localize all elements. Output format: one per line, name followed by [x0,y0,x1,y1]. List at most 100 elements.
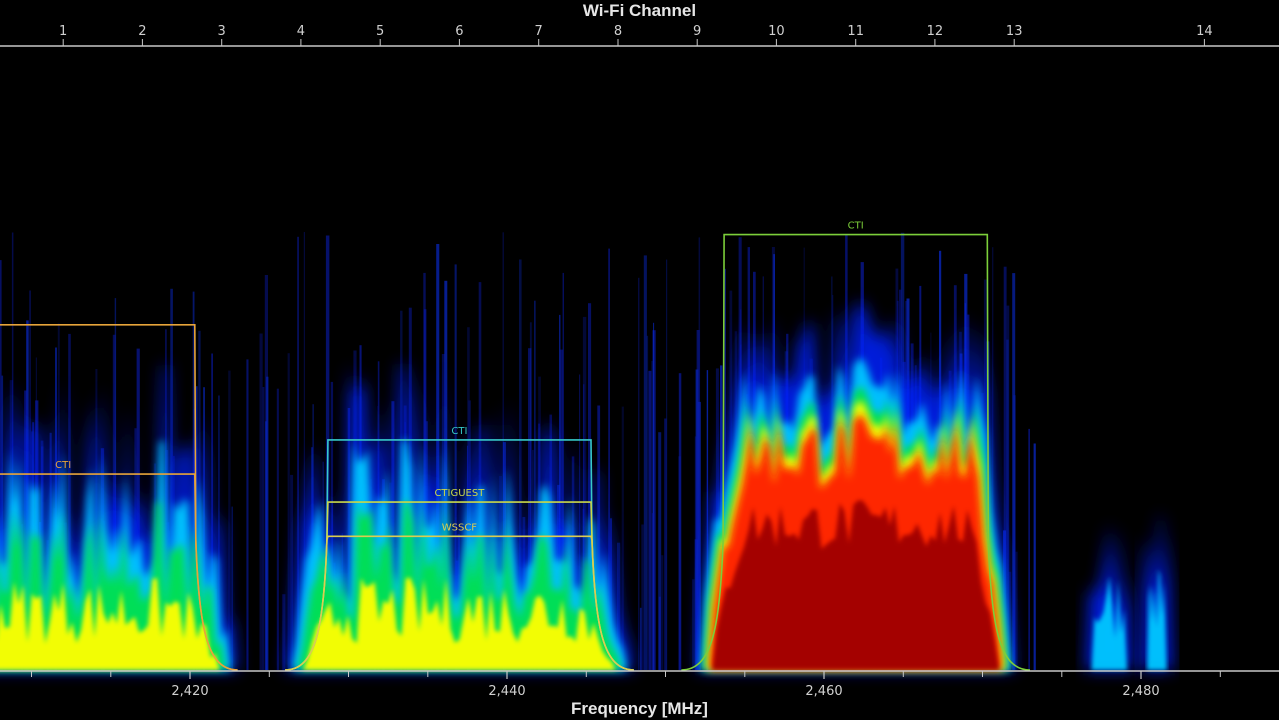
spectrum-spike [290,474,294,670]
spectrum-spike [608,248,610,670]
network-footprint-5 [681,233,1031,671]
spectrum-spike [1006,305,1010,670]
frequency-label-2: 2,460 [805,684,842,699]
signal-layer-3-1 [1091,576,1128,670]
spectrum-spike [641,524,644,670]
signal-blobs [0,302,1173,670]
spectrum-spike [265,421,267,670]
spectrum-spike [1012,273,1016,670]
spectrum-spike [303,232,305,670]
spectrum-spike [706,370,709,670]
spectrum-spike [588,303,592,670]
spectrum-spike [1,375,4,670]
spectrum-spike [436,244,440,670]
spectrum-spike [658,432,662,670]
network-footprint-4 [285,535,634,671]
frequency-label-1: 2,440 [488,684,525,699]
spectrum-spike [231,506,233,670]
spectrum-spike [661,555,664,670]
spectrum-spike [698,237,701,670]
spectrum-spike [639,607,642,670]
spectrum-spike [114,298,117,670]
spectrum-spike [276,388,279,670]
spectrum-spike [658,596,661,670]
top-axis-title: Wi-Fi Channel [582,1,697,20]
channel-label-4: 4 [297,24,305,39]
signal-layer-4-1 [1147,569,1167,670]
spectrum-spike [1015,551,1018,670]
spectrum-spike [287,353,290,670]
spectrum-spike [559,314,561,670]
network-footprint-1 [0,473,238,671]
channel-label-6: 6 [455,24,463,39]
spectrum-spike [653,322,655,670]
spectrum-spike [694,436,697,670]
spectrum-spike [651,513,655,670]
spectrum-spike [1006,339,1009,670]
signal-layer-1-3 [303,577,616,670]
network-footprints: CTI CTI CTIGUEST WSSCF CTI [0,221,1031,671]
spectrum-spike [643,255,647,670]
spectrum-spike [330,381,334,670]
signal-layer-2-5 [712,500,1000,670]
spectrum-spike [454,264,457,670]
frequency-label-0: 2,420 [171,684,208,699]
spectrum-spike [678,373,682,670]
network-label-5: CTI [848,221,864,232]
channel-label-14: 14 [1196,24,1213,39]
spectrum-spike [648,370,652,670]
spectrum-spike [246,359,249,670]
spectrum-spike [582,316,587,670]
axes: 1 2 3 4 5 6 7 8 9 10 11 12 13 142,420 2,440 2,460 2,480 [0,24,1279,699]
channel-label-2: 2 [138,24,146,39]
spectrum-spike [559,349,563,670]
network-label-4: WSSCF [442,522,478,533]
bottom-axis-title: Frequency [MHz] [571,699,708,718]
channel-label-7: 7 [535,24,543,39]
spectrum-spike [646,335,649,670]
spectrum-spike [282,594,286,670]
channel-label-5: 5 [376,24,384,39]
channel-label-9: 9 [693,24,701,39]
spectrum-spike [519,259,522,670]
spectrum-spike [68,333,71,670]
channel-label-12: 12 [927,24,944,39]
spectrum-spike [579,374,581,670]
spectrum-spike [666,259,668,670]
network-label-2: CTI [451,426,467,437]
spectrum-spike [651,360,653,670]
network-label-1: CTI [55,460,71,471]
spectrum-spike [562,272,564,670]
channel-label-3: 3 [218,24,226,39]
spectrum-spike [262,387,265,670]
channel-label-8: 8 [614,24,622,39]
spectrum-spike [211,353,213,670]
channel-label-10: 10 [768,24,785,39]
frequency-label-3: 2,480 [1122,684,1159,699]
spectrum-spike [1033,443,1036,670]
channel-label-13: 13 [1006,24,1023,39]
spectrum-spike [528,348,532,670]
spectrum-spike [112,334,116,670]
spectrum-spike [1003,266,1007,670]
spectrum-spike [534,300,536,670]
spectrum-spike [664,418,667,670]
spectrum-spike [692,579,695,670]
spectrum-spike [259,333,263,670]
spectrum-spike [696,330,700,670]
channel-label-1: 1 [59,24,67,39]
spectrum-spike [638,277,640,670]
network-label-3: CTIGUEST [434,488,485,499]
spectrum-spike [228,370,231,670]
spectrum-spike [694,539,699,670]
spectrum-spike [266,376,269,670]
spectrum-spike [529,322,532,670]
spectrum-spike [297,236,299,671]
spectrum-spike [621,406,624,670]
spectrum-spike [1028,428,1030,670]
spectrum-spike [170,288,173,670]
channel-label-11: 11 [847,24,864,39]
signal-layer-0-3 [0,578,220,670]
spectrum-spike [0,260,2,670]
